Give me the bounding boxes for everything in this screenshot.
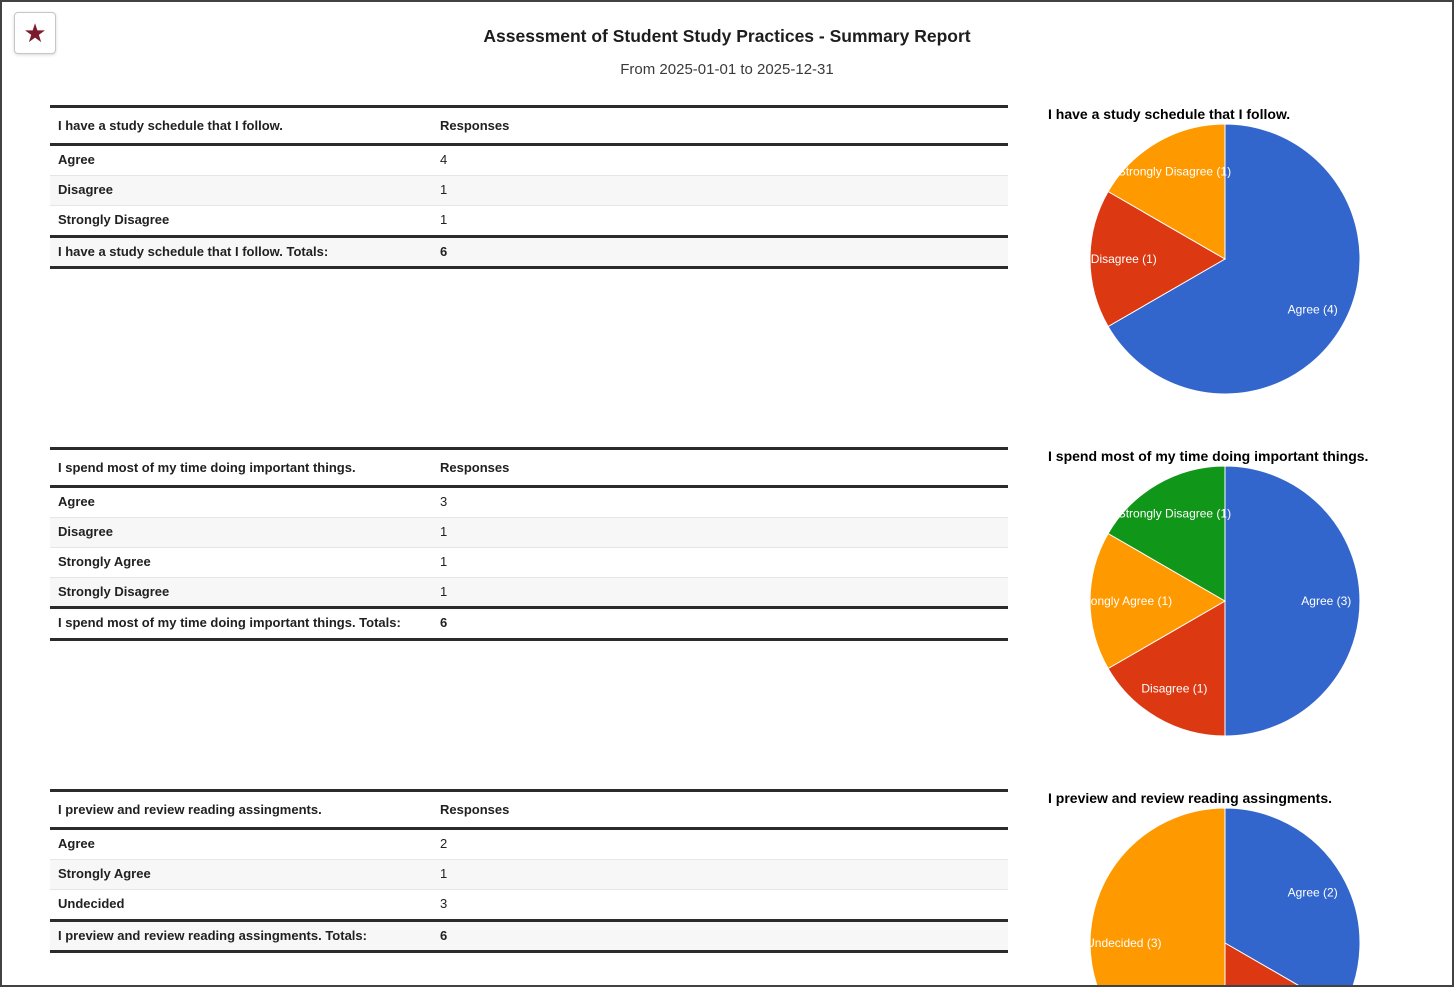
pie-slice-label: Strongly Disagree (1) [1118, 164, 1231, 178]
response-value-cell: 1 [440, 583, 448, 599]
table-row: Agree 3 [50, 487, 1008, 518]
response-value-cell: 1 [440, 523, 448, 539]
response-value-cell: 1 [440, 181, 448, 197]
responses-header: Responses [432, 448, 1008, 487]
pie-slice-label: Disagree (1) [1141, 682, 1207, 696]
summary-table: I preview and review reading assingments… [50, 789, 1008, 953]
table-row: Strongly Disagree 1 [50, 577, 1008, 608]
table-row: Strongly Agree 1 [50, 547, 1008, 578]
table-row: Strongly Agree 1 [50, 859, 1008, 890]
response-label-cell: Disagree [58, 181, 113, 197]
totals-row: I preview and review reading assingments… [50, 920, 1008, 952]
response-label-cell: Strongly Agree [58, 553, 151, 569]
pie-slice-label: Agree (4) [1288, 303, 1338, 317]
pie-slice-label: Agree (3) [1301, 594, 1351, 608]
section-reading-assignments: I preview and review reading assingments… [2, 789, 1452, 987]
star-icon: ★ [23, 18, 47, 48]
pie-slice-label: Strongly Agree (1) [1075, 594, 1172, 608]
section-study-schedule: I have a study schedule that I follow. R… [2, 105, 1452, 447]
pie-slice-label: Disagree (1) [1091, 252, 1157, 266]
response-label-cell: Agree [58, 152, 95, 167]
response-value-cell: 1 [440, 865, 448, 881]
page-title: Assessment of Student Study Practices - … [483, 26, 971, 46]
table-row: Disagree 1 [50, 175, 1008, 206]
table-row: Disagree 1 [50, 517, 1008, 548]
response-label-cell: Strongly Disagree [58, 211, 170, 227]
totals-label-cell: I have a study schedule that I follow. T… [58, 243, 329, 259]
pie-slice-strongly-disagree[interactable] [1107, 465, 1226, 602]
table-row: Strongly Disagree 1 [50, 205, 1008, 237]
pie-slice-strongly-agree[interactable] [1089, 532, 1226, 670]
response-value-cell: 4 [440, 152, 448, 167]
totals-value-cell: 6 [440, 927, 448, 943]
pie-chart-container: I preview and review reading assingments… [1032, 789, 1452, 987]
pie-slice-undecided[interactable] [1089, 807, 1226, 987]
pie-slice-label: Undecided (3) [1086, 936, 1161, 950]
response-label-cell: Undecided [58, 895, 125, 911]
totals-row: I have a study schedule that I follow. T… [50, 236, 1008, 268]
response-value-cell: 3 [440, 895, 448, 911]
table-header-row: I have a study schedule that I follow. R… [50, 106, 1008, 145]
pie-slice-label: Strongly Disagree (1) [1118, 506, 1231, 520]
pie-chart-container: I have a study schedule that I follow. A… [1032, 105, 1452, 447]
pie-chart: Agree (3) Disagree (1) Strongly Agree (1) S… [1075, 465, 1361, 737]
response-label-cell: Disagree [58, 523, 113, 539]
question-header: I spend most of my time doing important … [50, 448, 432, 487]
question-header: I preview and review reading assingments… [50, 790, 432, 829]
table-row: Agree 4 [50, 145, 1008, 176]
table-row: Agree 2 [50, 829, 1008, 860]
totals-row: I spend most of my time doing important … [50, 607, 1008, 640]
totals-label-cell: I preview and review reading assingments… [58, 927, 367, 943]
table-header-row: I spend most of my time doing important … [50, 448, 1008, 487]
pie-slice-disagree[interactable] [1089, 190, 1226, 328]
pie-slice-agree[interactable] [1224, 807, 1361, 987]
table-header-row: I preview and review reading assingments… [50, 790, 1008, 829]
totals-label-cell: I spend most of my time doing important … [58, 615, 401, 631]
favorite-button[interactable]: ★ [14, 12, 56, 54]
pie-chart: Agree (2)Strongly Agree (1)Undecided (3) [1086, 807, 1361, 987]
report-date-range: From 2025-01-01 to 2025-12-31 [620, 61, 834, 78]
chart-title: I preview and review reading assingments… [1048, 790, 1332, 806]
report-header: Assessment of Student Study Practices - … [2, 2, 1452, 78]
question-header: I have a study schedule that I follow. [50, 106, 432, 145]
pie-slice-agree[interactable] [1107, 123, 1361, 395]
response-label-cell: Agree [58, 836, 95, 851]
table-row: Undecided 3 [50, 889, 1008, 921]
response-value-cell: 1 [440, 211, 448, 227]
response-label-cell: Agree [58, 494, 95, 509]
summary-table: I have a study schedule that I follow. R… [50, 105, 1008, 269]
response-value-cell: 2 [440, 836, 448, 851]
chart-title: I spend most of my time doing important … [1048, 448, 1369, 464]
response-value-cell: 3 [440, 494, 448, 509]
response-label-cell: Strongly Agree [58, 865, 151, 881]
summary-table: I spend most of my time doing important … [50, 447, 1008, 641]
totals-value-cell: 6 [440, 615, 448, 631]
responses-header: Responses [432, 106, 1008, 145]
responses-header: Responses [432, 790, 1008, 829]
pie-slice-label: Agree (2) [1288, 885, 1338, 899]
pie-slice-disagree[interactable] [1107, 600, 1226, 737]
pie-chart-container: I spend most of my time doing important … [1032, 447, 1452, 789]
totals-value-cell: 6 [440, 243, 448, 259]
pie-slice-agree[interactable] [1224, 465, 1361, 737]
pie-slice-strongly-agree[interactable] [1224, 942, 1342, 987]
pie-slice-strongly-disagree[interactable] [1107, 123, 1226, 260]
response-value-cell: 1 [440, 553, 448, 569]
pie-chart: Agree (4) Disagree (1) Strongly Disagree (… [1089, 123, 1361, 395]
response-label-cell: Strongly Disagree [58, 583, 170, 599]
section-important-things: I spend most of my time doing important … [2, 447, 1452, 789]
chart-title: I have a study schedule that I follow. [1048, 106, 1291, 122]
